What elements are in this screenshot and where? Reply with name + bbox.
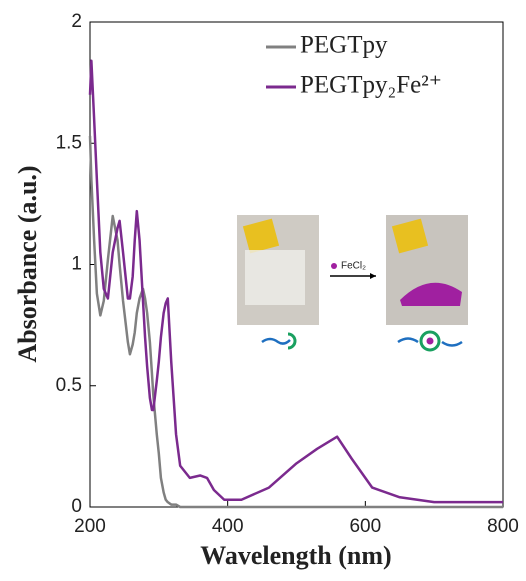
x-tick-label: 600 (349, 516, 381, 537)
ligand (419, 330, 441, 352)
purple-solution (400, 282, 462, 306)
x-tick-label: 800 (487, 516, 519, 537)
y-tick-label: 1 (71, 254, 82, 275)
vial (245, 250, 305, 305)
x-axis-label: Wavelength (nm) (200, 541, 391, 570)
data-line (88, 59, 503, 504)
cap (242, 218, 280, 254)
ligand (287, 332, 297, 350)
x-tick-label: 200 (74, 516, 106, 537)
y-tick-label: 0 (71, 496, 82, 517)
cap (391, 218, 429, 254)
annotation: FeCl₂ (341, 261, 366, 272)
arrow-head (370, 273, 376, 279)
polymer (397, 337, 463, 347)
inset: FeCl₂ (237, 215, 468, 352)
polymer (261, 337, 291, 345)
y-axis-label: Absorbance (a.u.) (13, 165, 42, 362)
legend-label: PEGTpy₂Fe²⁺ (300, 72, 442, 99)
x-tick-label: 400 (212, 516, 244, 537)
y-tick-label: 0.5 (56, 375, 82, 396)
fe-dot (426, 337, 434, 345)
fe-dot (331, 263, 337, 269)
legend-label: PEGTpy (300, 32, 388, 59)
y-tick-label: 1.5 (56, 132, 82, 153)
y-tick-label: 2 (71, 11, 82, 32)
